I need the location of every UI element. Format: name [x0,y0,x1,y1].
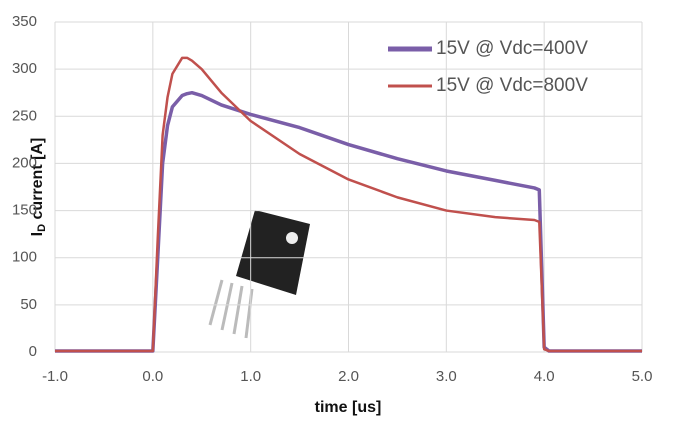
y-axis-title: ID current [A] [29,138,48,237]
x-tick-label: 1.0 [240,368,261,385]
series-line [55,56,642,353]
y-tick-label: 250 [12,107,37,124]
transistor-icon [208,210,310,339]
y-label-main: I [29,232,46,236]
x-tick-label: 5.0 [632,368,653,385]
y-tick-label: 100 [12,249,37,266]
x-tick-label: -1.0 [42,368,68,385]
x-tick-label: 2.0 [338,368,359,385]
y-label-sub: D [36,224,48,232]
y-tick-label: 150 [12,202,37,219]
y-tick-label: 300 [12,60,37,77]
legend-label: 15V @ Vdc=400V [436,38,588,59]
legend-label: 15V @ Vdc=800V [436,75,588,96]
y-tick-label: 0 [29,343,37,360]
x-tick-label: 3.0 [436,368,457,385]
series-line [55,90,642,353]
y-tick-label: 350 [12,13,37,30]
y-tick-label: 200 [12,154,37,171]
y-tick-label: 50 [20,296,37,313]
y-label-rest: current [A] [29,138,46,224]
x-axis-title: time [us] [315,399,382,416]
x-tick-label: 4.0 [534,368,555,385]
x-tick-label: 0.0 [142,368,163,385]
